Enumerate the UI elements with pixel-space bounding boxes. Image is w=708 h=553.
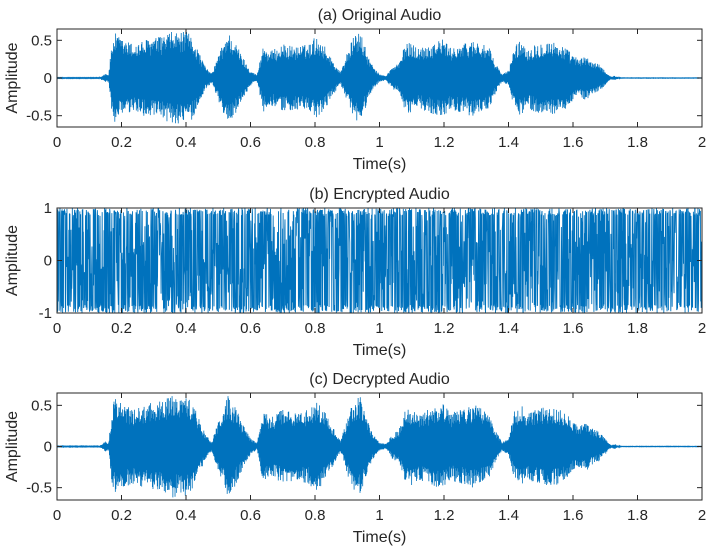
y-tick-label: 1	[44, 200, 52, 217]
y-tick-label: 0	[44, 70, 52, 87]
x-tick-label: 0.4	[176, 507, 197, 524]
x-tick-label: 1.8	[627, 134, 648, 151]
x-tick-label: 0.6	[240, 507, 261, 524]
x-tick-label: 2	[698, 134, 706, 151]
x-tick-label: 1.8	[627, 507, 648, 524]
chart-title: (b) Encrypted Audio	[309, 186, 450, 203]
x-tick-label: 2	[698, 507, 706, 524]
x-tick-label: 1.4	[498, 507, 519, 524]
x-tick-label: 0.4	[176, 320, 197, 337]
x-tick-label: 0.8	[305, 134, 326, 151]
x-tick-label: 2	[698, 320, 706, 337]
x-tick-label: 0.2	[111, 320, 132, 337]
x-tick-label: 0.2	[111, 507, 132, 524]
x-tick-label: 1.6	[563, 134, 584, 151]
x-tick-label: 1.2	[434, 507, 455, 524]
x-tick-label: 1	[375, 134, 383, 151]
y-tick-label: -0.5	[26, 108, 52, 125]
chart-title: (a) Original Audio	[318, 7, 442, 24]
y-axis-label: Amplitude	[4, 225, 21, 296]
panel-2: 0 0.2 0.4 0.6 0.8 1 1.2 1.4 1.6 1.8 2-101(b) Encry…	[4, 186, 706, 359]
x-tick-label: 1.4	[498, 134, 519, 151]
x-tick-label: 0.2	[111, 134, 132, 151]
waveform-series	[57, 396, 702, 498]
x-tick-label: 1	[375, 507, 383, 524]
x-tick-label: 1.6	[563, 320, 584, 337]
x-axis-label: Time(s)	[353, 156, 407, 173]
y-tick-label: 0.5	[31, 32, 52, 49]
waveform-series	[57, 31, 702, 124]
x-tick-label: 0.4	[176, 134, 197, 151]
x-tick-label: 0	[53, 507, 61, 524]
x-tick-label: 1.8	[627, 320, 648, 337]
x-tick-label: 1.2	[434, 320, 455, 337]
y-axis-label: Amplitude	[4, 42, 21, 113]
x-tick-label: 0.6	[240, 320, 261, 337]
y-tick-label: 0	[44, 439, 52, 456]
y-tick-label: 0.5	[31, 397, 52, 414]
x-tick-label: 0	[53, 320, 61, 337]
waveform-series	[57, 208, 702, 313]
x-tick-label: 0	[53, 134, 61, 151]
x-tick-label: 0.8	[305, 507, 326, 524]
y-tick-label: -1	[39, 305, 52, 322]
x-tick-label: 1.6	[563, 507, 584, 524]
x-tick-label: 1.2	[434, 134, 455, 151]
y-tick-label: -0.5	[26, 480, 52, 497]
panel-3: 0 0.2 0.4 0.6 0.8 1 1.2 1.4 1.6 1.8 2-0.500.5(c) D…	[4, 371, 706, 546]
y-axis-label: Amplitude	[4, 411, 21, 482]
x-tick-label: 1.4	[498, 320, 519, 337]
x-tick-label: 1	[375, 320, 383, 337]
panel-1: 0 0.2 0.4 0.6 0.8 1 1.2 1.4 1.6 1.8 2-0.500.5(a) O…	[4, 7, 706, 173]
x-tick-label: 0.6	[240, 134, 261, 151]
x-axis-label: Time(s)	[353, 342, 407, 359]
x-axis-label: Time(s)	[353, 529, 407, 546]
chart-title: (c) Decrypted Audio	[309, 371, 450, 388]
x-tick-label: 0.8	[305, 320, 326, 337]
y-tick-label: 0	[44, 253, 52, 270]
